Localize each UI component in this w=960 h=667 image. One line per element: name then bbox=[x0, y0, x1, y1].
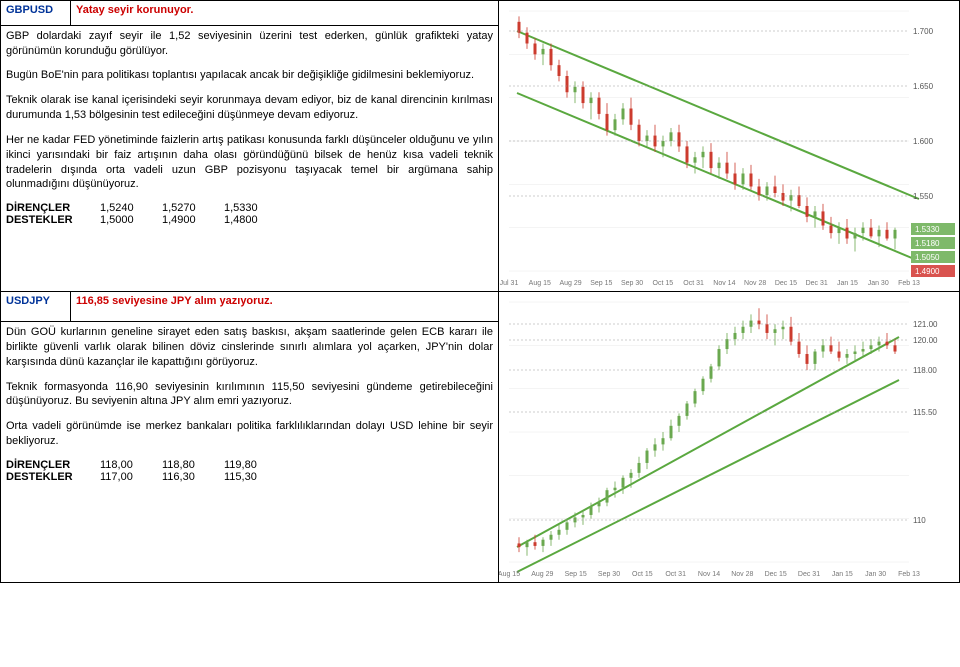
para: Her ne kadar FED yönetiminde faizlerin a… bbox=[6, 133, 493, 192]
svg-text:Oct 31: Oct 31 bbox=[683, 280, 704, 287]
svg-text:Jul 31: Jul 31 bbox=[500, 280, 519, 287]
body-cell-usdjpy: Dün GOÜ kurlarının geneline sirayet eden… bbox=[1, 322, 499, 583]
svg-text:Jan 30: Jan 30 bbox=[865, 571, 886, 578]
headline-text: Yatay seyir korunuyor. bbox=[76, 4, 193, 16]
pair-cell-gbpusd: GBPUSD bbox=[1, 1, 71, 26]
resistance-val: 118,00 bbox=[100, 459, 148, 471]
svg-text:1.600: 1.600 bbox=[913, 137, 934, 146]
svg-text:1.700: 1.700 bbox=[913, 27, 934, 36]
svg-text:1.5180: 1.5180 bbox=[915, 239, 940, 248]
para: Teknik olarak ise kanal içerisindeki sey… bbox=[6, 93, 493, 123]
svg-text:Jan 15: Jan 15 bbox=[832, 571, 853, 578]
svg-text:Oct 15: Oct 15 bbox=[632, 571, 653, 578]
svg-text:Nov 14: Nov 14 bbox=[698, 571, 720, 578]
svg-text:Aug 29: Aug 29 bbox=[559, 280, 581, 287]
analysis-text-gbpusd: GBP dolardaki zayıf seyir ile 1,52 seviy… bbox=[6, 29, 493, 193]
pair-label: GBPUSD bbox=[6, 4, 53, 16]
svg-text:1.5050: 1.5050 bbox=[915, 253, 940, 262]
resistance-label: DİRENÇLER bbox=[6, 202, 86, 214]
chart-cell-usdjpy: 121.00 120.00 118.00 115.50 110 Aug 15 Aug 29 S… bbox=[499, 292, 960, 583]
levels-usdjpy: DİRENÇLER 118,00 118,80 119,80 DESTEKLER… bbox=[6, 459, 493, 483]
svg-text:Oct 31: Oct 31 bbox=[665, 571, 686, 578]
resistance-val: 119,80 bbox=[224, 459, 272, 471]
svg-text:Dec 31: Dec 31 bbox=[806, 280, 828, 287]
pair-label: USDJPY bbox=[6, 295, 50, 307]
svg-text:Nov 14: Nov 14 bbox=[713, 280, 735, 287]
support-label: DESTEKLER bbox=[6, 471, 86, 483]
support-val: 115,30 bbox=[224, 471, 272, 483]
support-row: DESTEKLER 117,00 116,30 115,30 bbox=[6, 471, 493, 483]
svg-text:1.650: 1.650 bbox=[913, 82, 934, 91]
svg-text:1.4900: 1.4900 bbox=[915, 267, 940, 276]
svg-text:Aug 15: Aug 15 bbox=[529, 280, 551, 287]
svg-text:Nov 28: Nov 28 bbox=[731, 571, 753, 578]
svg-text:Dec 31: Dec 31 bbox=[798, 571, 820, 578]
chart-cell-gbpusd: 1.700 1.650 1.600 1.550 1.5330 1.5180 1.5050 1.… bbox=[499, 1, 960, 292]
para: Orta vadeli görünümde ise merkez bankala… bbox=[6, 419, 493, 449]
chart-usdjpy: 121.00 120.00 118.00 115.50 110 Aug 15 Aug 29 S… bbox=[499, 292, 959, 582]
resistance-val: 1,5330 bbox=[224, 202, 272, 214]
resistance-val: 1,5240 bbox=[100, 202, 148, 214]
svg-text:Feb 13: Feb 13 bbox=[898, 571, 920, 578]
headline-text: 116,85 seviyesine JPY alım yazıyoruz. bbox=[76, 295, 273, 307]
resistance-val: 1,5270 bbox=[162, 202, 210, 214]
support-label: DESTEKLER bbox=[6, 214, 86, 226]
svg-text:110: 110 bbox=[913, 516, 926, 525]
svg-text:1.5330: 1.5330 bbox=[915, 225, 940, 234]
resistance-row: DİRENÇLER 118,00 118,80 119,80 bbox=[6, 459, 493, 471]
svg-text:Aug 15: Aug 15 bbox=[499, 571, 520, 578]
svg-text:1.550: 1.550 bbox=[913, 192, 934, 201]
body-cell-gbpusd: GBP dolardaki zayıf seyir ile 1,52 seviy… bbox=[1, 25, 499, 291]
headline-cell-usdjpy: 116,85 seviyesine JPY alım yazıyoruz. bbox=[71, 292, 499, 322]
support-val: 1,4800 bbox=[224, 214, 272, 226]
para: GBP dolardaki zayıf seyir ile 1,52 seviy… bbox=[6, 29, 493, 59]
svg-text:Sep 30: Sep 30 bbox=[598, 571, 620, 578]
svg-text:Feb 13: Feb 13 bbox=[898, 280, 920, 287]
svg-text:Nov 28: Nov 28 bbox=[744, 280, 766, 287]
svg-text:Sep 30: Sep 30 bbox=[621, 280, 643, 287]
svg-text:Sep 15: Sep 15 bbox=[590, 280, 612, 287]
para: Bugün BoE'nin para politikası toplantısı… bbox=[6, 68, 493, 83]
support-row: DESTEKLER 1,5000 1,4900 1,4800 bbox=[6, 214, 493, 226]
svg-text:Dec 15: Dec 15 bbox=[775, 280, 797, 287]
svg-text:Sep 15: Sep 15 bbox=[565, 571, 587, 578]
svg-text:Oct 15: Oct 15 bbox=[653, 280, 674, 287]
svg-text:Jan 15: Jan 15 bbox=[837, 280, 858, 287]
resistance-val: 118,80 bbox=[162, 459, 210, 471]
pair-cell-usdjpy: USDJPY bbox=[1, 292, 71, 322]
analysis-text-usdjpy: Dün GOÜ kurlarının geneline sirayet eden… bbox=[6, 325, 493, 449]
svg-text:Dec 15: Dec 15 bbox=[765, 571, 787, 578]
report-table: GBPUSD Yatay seyir korunuyor. 1.700 1.650… bbox=[0, 0, 960, 583]
support-val: 117,00 bbox=[100, 471, 148, 483]
resistance-row: DİRENÇLER 1,5240 1,5270 1,5330 bbox=[6, 202, 493, 214]
levels-gbpusd: DİRENÇLER 1,5240 1,5270 1,5330 DESTEKLER… bbox=[6, 202, 493, 226]
chart-gbpusd: 1.700 1.650 1.600 1.550 1.5330 1.5180 1.5050 1.… bbox=[499, 1, 959, 291]
para: Teknik formasyonda 116,90 seviyesinin kı… bbox=[6, 380, 493, 410]
resistance-label: DİRENÇLER bbox=[6, 459, 86, 471]
svg-text:Jan 30: Jan 30 bbox=[868, 280, 889, 287]
svg-text:115.50: 115.50 bbox=[913, 408, 937, 417]
para: Dün GOÜ kurlarının geneline sirayet eden… bbox=[6, 325, 493, 370]
svg-text:Aug 29: Aug 29 bbox=[531, 571, 553, 578]
headline-cell-gbpusd: Yatay seyir korunuyor. bbox=[71, 1, 499, 26]
svg-text:121.00: 121.00 bbox=[913, 320, 938, 329]
svg-text:118.00: 118.00 bbox=[913, 366, 937, 375]
svg-text:120.00: 120.00 bbox=[913, 336, 938, 345]
support-val: 1,4900 bbox=[162, 214, 210, 226]
support-val: 1,5000 bbox=[100, 214, 148, 226]
support-val: 116,30 bbox=[162, 471, 210, 483]
